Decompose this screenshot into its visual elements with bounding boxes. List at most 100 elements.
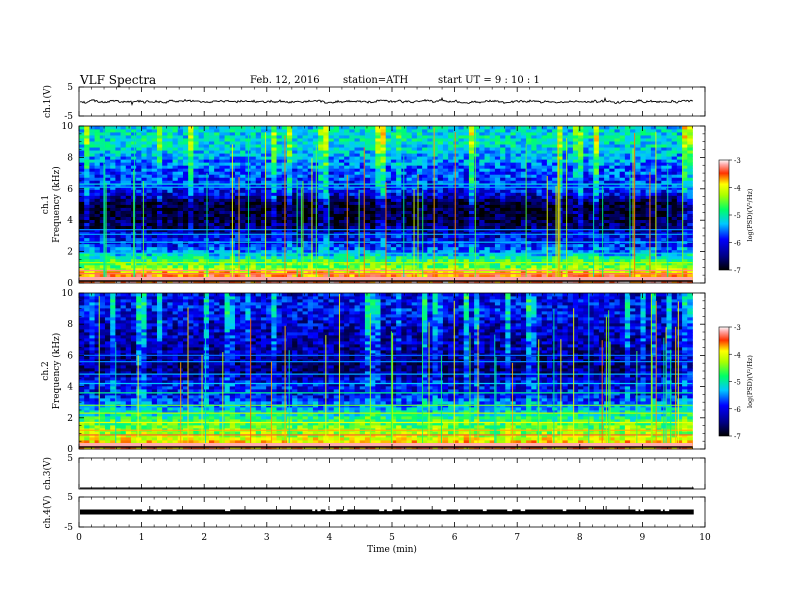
spectrogram-cell (536, 261, 543, 266)
spectrogram-cell (141, 243, 147, 248)
spectrogram-cell (318, 219, 324, 224)
spectrogram-cell (526, 147, 532, 151)
spectrogram-cell (198, 249, 205, 254)
spectrogram-cell (276, 129, 283, 133)
spectrogram-cell (250, 231, 257, 236)
spectrogram-cell (546, 141, 553, 145)
spectrogram-cell (463, 186, 470, 190)
spectrogram-cell (515, 237, 522, 242)
spectrogram-cell (354, 267, 361, 272)
spectrogram-cell (333, 246, 340, 251)
spectrogram-cell (104, 201, 111, 205)
spectrogram-cell (390, 249, 397, 254)
spectrogram-cell (240, 249, 246, 254)
spectrogram-cell (453, 222, 459, 227)
spectrogram-cell (500, 135, 506, 139)
spectrogram-cell (172, 183, 179, 187)
spectrogram-cell (453, 225, 459, 230)
spectrogram-cell (390, 204, 397, 208)
spectrogram-cell (448, 273, 454, 278)
spectrogram-cell (484, 273, 491, 278)
spectrogram-cell (89, 147, 95, 151)
spectrogram-cell (255, 207, 262, 211)
spectrogram-cell (312, 171, 319, 175)
spectrogram-cell (151, 249, 158, 254)
spectrogram-cell (427, 135, 433, 139)
spectrogram-cell (354, 174, 361, 178)
spectrogram-cell (167, 147, 173, 151)
spectrogram-cell (172, 171, 179, 175)
spectrogram-cell (281, 132, 288, 136)
spectrogram-cell (338, 129, 345, 133)
spectrogram-cell (125, 126, 132, 130)
spectrogram-cell (156, 267, 163, 272)
spectrogram-cell (494, 204, 501, 208)
spectrogram-cell (240, 228, 246, 233)
spectrogram-cell (422, 252, 428, 257)
spectrogram-cell (125, 183, 132, 187)
spectrogram-cell (333, 156, 340, 160)
spectrogram-cell (479, 165, 485, 169)
spectrogram-cell (167, 150, 173, 154)
spectrogram-cell (453, 243, 459, 248)
spectrogram-cell (505, 180, 511, 184)
spectrogram-cell (427, 186, 433, 190)
spectrogram-cell (500, 234, 506, 239)
spectrogram-cell (416, 141, 423, 145)
spectrogram-cell (474, 129, 480, 133)
spectrogram-cell (177, 174, 184, 178)
spectrogram-cell (172, 189, 179, 193)
spectrogram-cell (494, 138, 501, 142)
spectrogram-cell (286, 141, 293, 145)
spectrogram-cell (380, 153, 387, 157)
spectrogram-cell (110, 180, 116, 184)
spectrogram-cell (390, 129, 397, 133)
spectrogram-cell (479, 264, 485, 269)
spectrogram-cell (84, 270, 90, 275)
spectrogram-cell (146, 147, 153, 151)
spectrogram-cell (104, 171, 111, 175)
spectrogram-cell (188, 219, 194, 224)
spectrogram-cell (84, 225, 90, 230)
spectrogram-cell (162, 153, 168, 157)
spectrogram-cell (437, 174, 444, 178)
spectrogram-cell (120, 228, 127, 233)
spectrogram-cell (188, 261, 194, 266)
spectrogram-cell (250, 243, 257, 248)
spectrogram-cell (208, 213, 215, 217)
spectrogram-cell (193, 189, 199, 193)
spectrogram-cell (323, 249, 329, 254)
spectrogram-cell (255, 198, 262, 202)
spectrogram-cell (442, 147, 449, 151)
spectrogram-cell (182, 255, 189, 260)
spectrogram-cell (406, 219, 413, 224)
spectrogram-cell (89, 174, 95, 178)
spectrogram-cell (474, 270, 480, 275)
spectrogram-cell (177, 270, 184, 275)
spectrogram-cell (364, 138, 371, 142)
spectrogram-cell (162, 207, 168, 211)
spectrogram-cell (390, 270, 397, 275)
spectrogram-cell (104, 270, 111, 275)
spectrogram-cell (510, 156, 517, 160)
spectrogram-cell (349, 255, 355, 260)
spectrogram-cell (453, 216, 459, 220)
spectrogram-cell (318, 165, 324, 169)
spectrogram-cell (177, 165, 184, 169)
spectrogram-cell (266, 216, 272, 220)
spectrogram-cell (79, 216, 85, 220)
spectrogram-cell (380, 264, 387, 269)
spectrogram-cell (401, 153, 407, 157)
spectrogram-cell (318, 264, 324, 269)
spectrogram-cell (292, 168, 298, 172)
spectrogram-cell (448, 177, 454, 181)
spectrogram-cell (354, 225, 361, 230)
spectrogram-cell (182, 189, 189, 193)
spectrogram-cell (520, 249, 527, 254)
spectrogram-cell (432, 186, 439, 190)
spectrogram-cell (89, 165, 95, 169)
spectrogram-cell (219, 264, 225, 269)
spectrogram-cell (349, 150, 355, 154)
spectrogram-cell (286, 171, 293, 175)
spectrogram-cell (385, 198, 392, 202)
